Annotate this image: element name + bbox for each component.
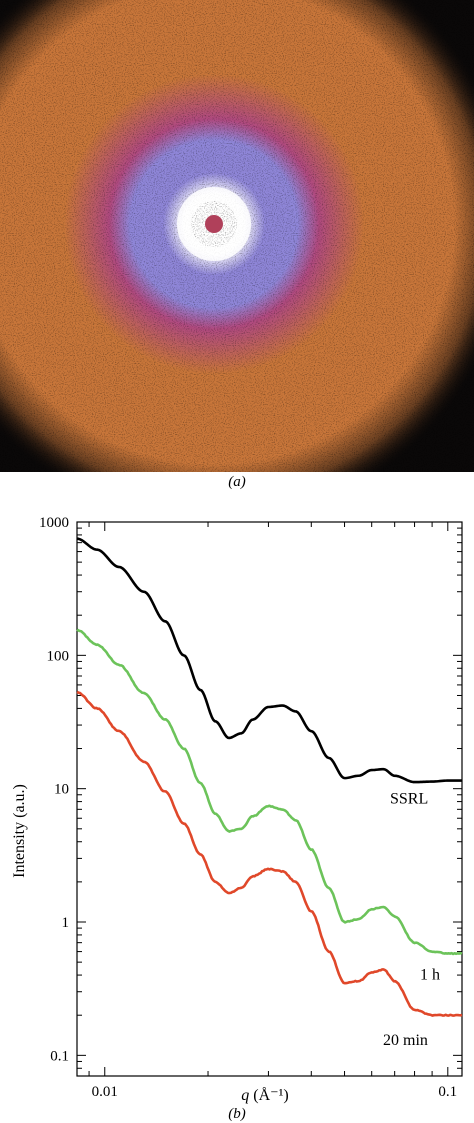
y-tick-label: 1 <box>62 915 70 931</box>
y-axis-label: Intensity (a.u.) <box>11 784 28 878</box>
x-tick-label: 0.1 <box>438 1084 457 1100</box>
caption-b: (b) <box>228 1106 246 1122</box>
y-tick-label: 100 <box>47 648 70 664</box>
series-label-ssrl: SSRL <box>390 791 428 808</box>
y-tick-label: 0.1 <box>50 1048 69 1064</box>
series-label-20-min: 20 min <box>383 1032 428 1049</box>
beamstop <box>205 215 223 233</box>
y-tick-label: 10 <box>54 782 69 798</box>
series-line-ssrl <box>76 537 462 784</box>
x-tick-label: 0.01 <box>92 1084 118 1100</box>
x-axis-label: q (Å⁻¹) <box>241 1086 288 1104</box>
caption-a: (a) <box>228 474 246 490</box>
y-tick-label: 1000 <box>39 515 69 531</box>
x-axis-label-unit: (Å⁻¹) <box>253 1086 288 1104</box>
x-axis-label-var: q <box>241 1087 249 1104</box>
series-line-1-h <box>76 628 463 956</box>
white-core-ring <box>177 187 251 261</box>
series-label-1-h: 1 h <box>420 967 440 984</box>
intensity-chart: 0.1 1 10 100 1000 0.01 0.1 SSRL 1 h 20 min Intens… <box>11 515 463 1104</box>
series-line-20-min <box>76 690 463 1017</box>
plot-frame <box>76 521 463 1077</box>
saxs-pattern-image <box>0 0 474 472</box>
